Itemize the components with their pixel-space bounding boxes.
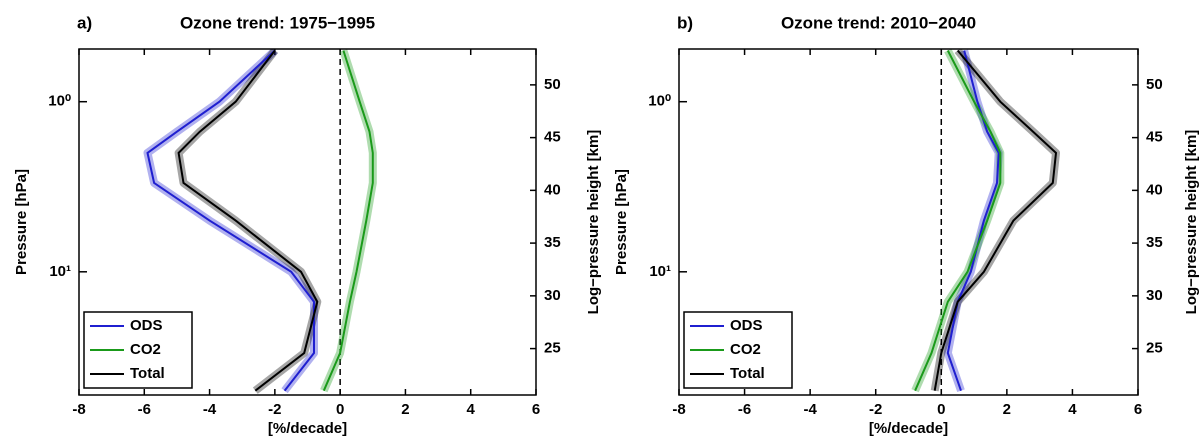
y2-tick-label: 50 — [1146, 76, 1163, 93]
x-tick-label: -2 — [268, 401, 281, 418]
y2-tick-label: 25 — [1146, 340, 1163, 357]
legend-label: ODS — [730, 317, 763, 334]
series-line — [914, 50, 1002, 392]
y2-tick-label: 30 — [544, 287, 561, 304]
x-tick-label: -6 — [138, 401, 151, 418]
y2-tick-label: 45 — [1146, 129, 1163, 146]
series-line — [177, 49, 319, 392]
y2-tick-label: 45 — [544, 129, 561, 146]
y2-tick-label: 40 — [544, 181, 561, 198]
y-tick-label: 10¹ — [649, 263, 671, 280]
x-tick-label: 6 — [1134, 401, 1142, 418]
x-tick-label: 6 — [532, 401, 540, 418]
x-tick-label: 4 — [1068, 401, 1077, 418]
x-tick-label: -2 — [869, 401, 882, 418]
y2-axis-label: Log−pressure height [km] — [585, 130, 602, 315]
legend-label: Total — [730, 365, 765, 382]
legend-label: ODS — [130, 317, 163, 334]
y2-tick-label: 50 — [544, 76, 561, 93]
panel-label: a) — [77, 13, 92, 32]
x-tick-label: -6 — [738, 401, 751, 418]
x-tick-label: -8 — [672, 401, 685, 418]
y2-tick-label: 35 — [544, 234, 561, 251]
series-line — [322, 50, 374, 392]
x-tick-label: -4 — [203, 401, 217, 418]
y-tick-label: 10¹ — [49, 263, 71, 280]
legend-label: CO2 — [130, 341, 161, 358]
y2-tick-label: 30 — [1146, 287, 1163, 304]
y-axis-label: Pressure [hPa] — [613, 169, 630, 275]
series-group — [143, 49, 377, 394]
y2-tick-label: 25 — [544, 340, 561, 357]
chart-title: Ozone trend: 1975−1995 — [180, 13, 375, 32]
series-line — [146, 49, 315, 392]
y2-axis-label: Log−pressure height [km] — [1183, 130, 1200, 315]
series-line — [933, 49, 1058, 391]
x-tick-label: 2 — [1003, 401, 1011, 418]
y-axis-label: Pressure [hPa] — [13, 169, 30, 275]
x-tick-label: -4 — [803, 401, 817, 418]
x-axis-label: [%/decade] — [268, 420, 347, 437]
x-tick-label: 0 — [937, 401, 945, 418]
x-tick-label: 0 — [336, 401, 344, 418]
legend-label: CO2 — [730, 341, 761, 358]
panel-label: b) — [677, 13, 693, 32]
plot-frame — [78, 48, 537, 396]
x-tick-label: 2 — [401, 401, 409, 418]
y2-tick-label: 40 — [1146, 181, 1163, 198]
uncertainty-band — [174, 49, 322, 394]
plot-frame — [678, 48, 1139, 396]
y2-tick-label: 35 — [1146, 234, 1163, 251]
y-tick-label: 10⁰ — [648, 93, 671, 110]
series-group — [911, 49, 1060, 393]
x-tick-label: -8 — [72, 401, 85, 418]
legend-label: Total — [130, 365, 165, 382]
chart-title: Ozone trend: 2010−2040 — [781, 13, 976, 32]
x-tick-label: 4 — [467, 401, 476, 418]
x-axis-label: [%/decade] — [869, 420, 948, 437]
y-tick-label: 10⁰ — [48, 93, 71, 110]
